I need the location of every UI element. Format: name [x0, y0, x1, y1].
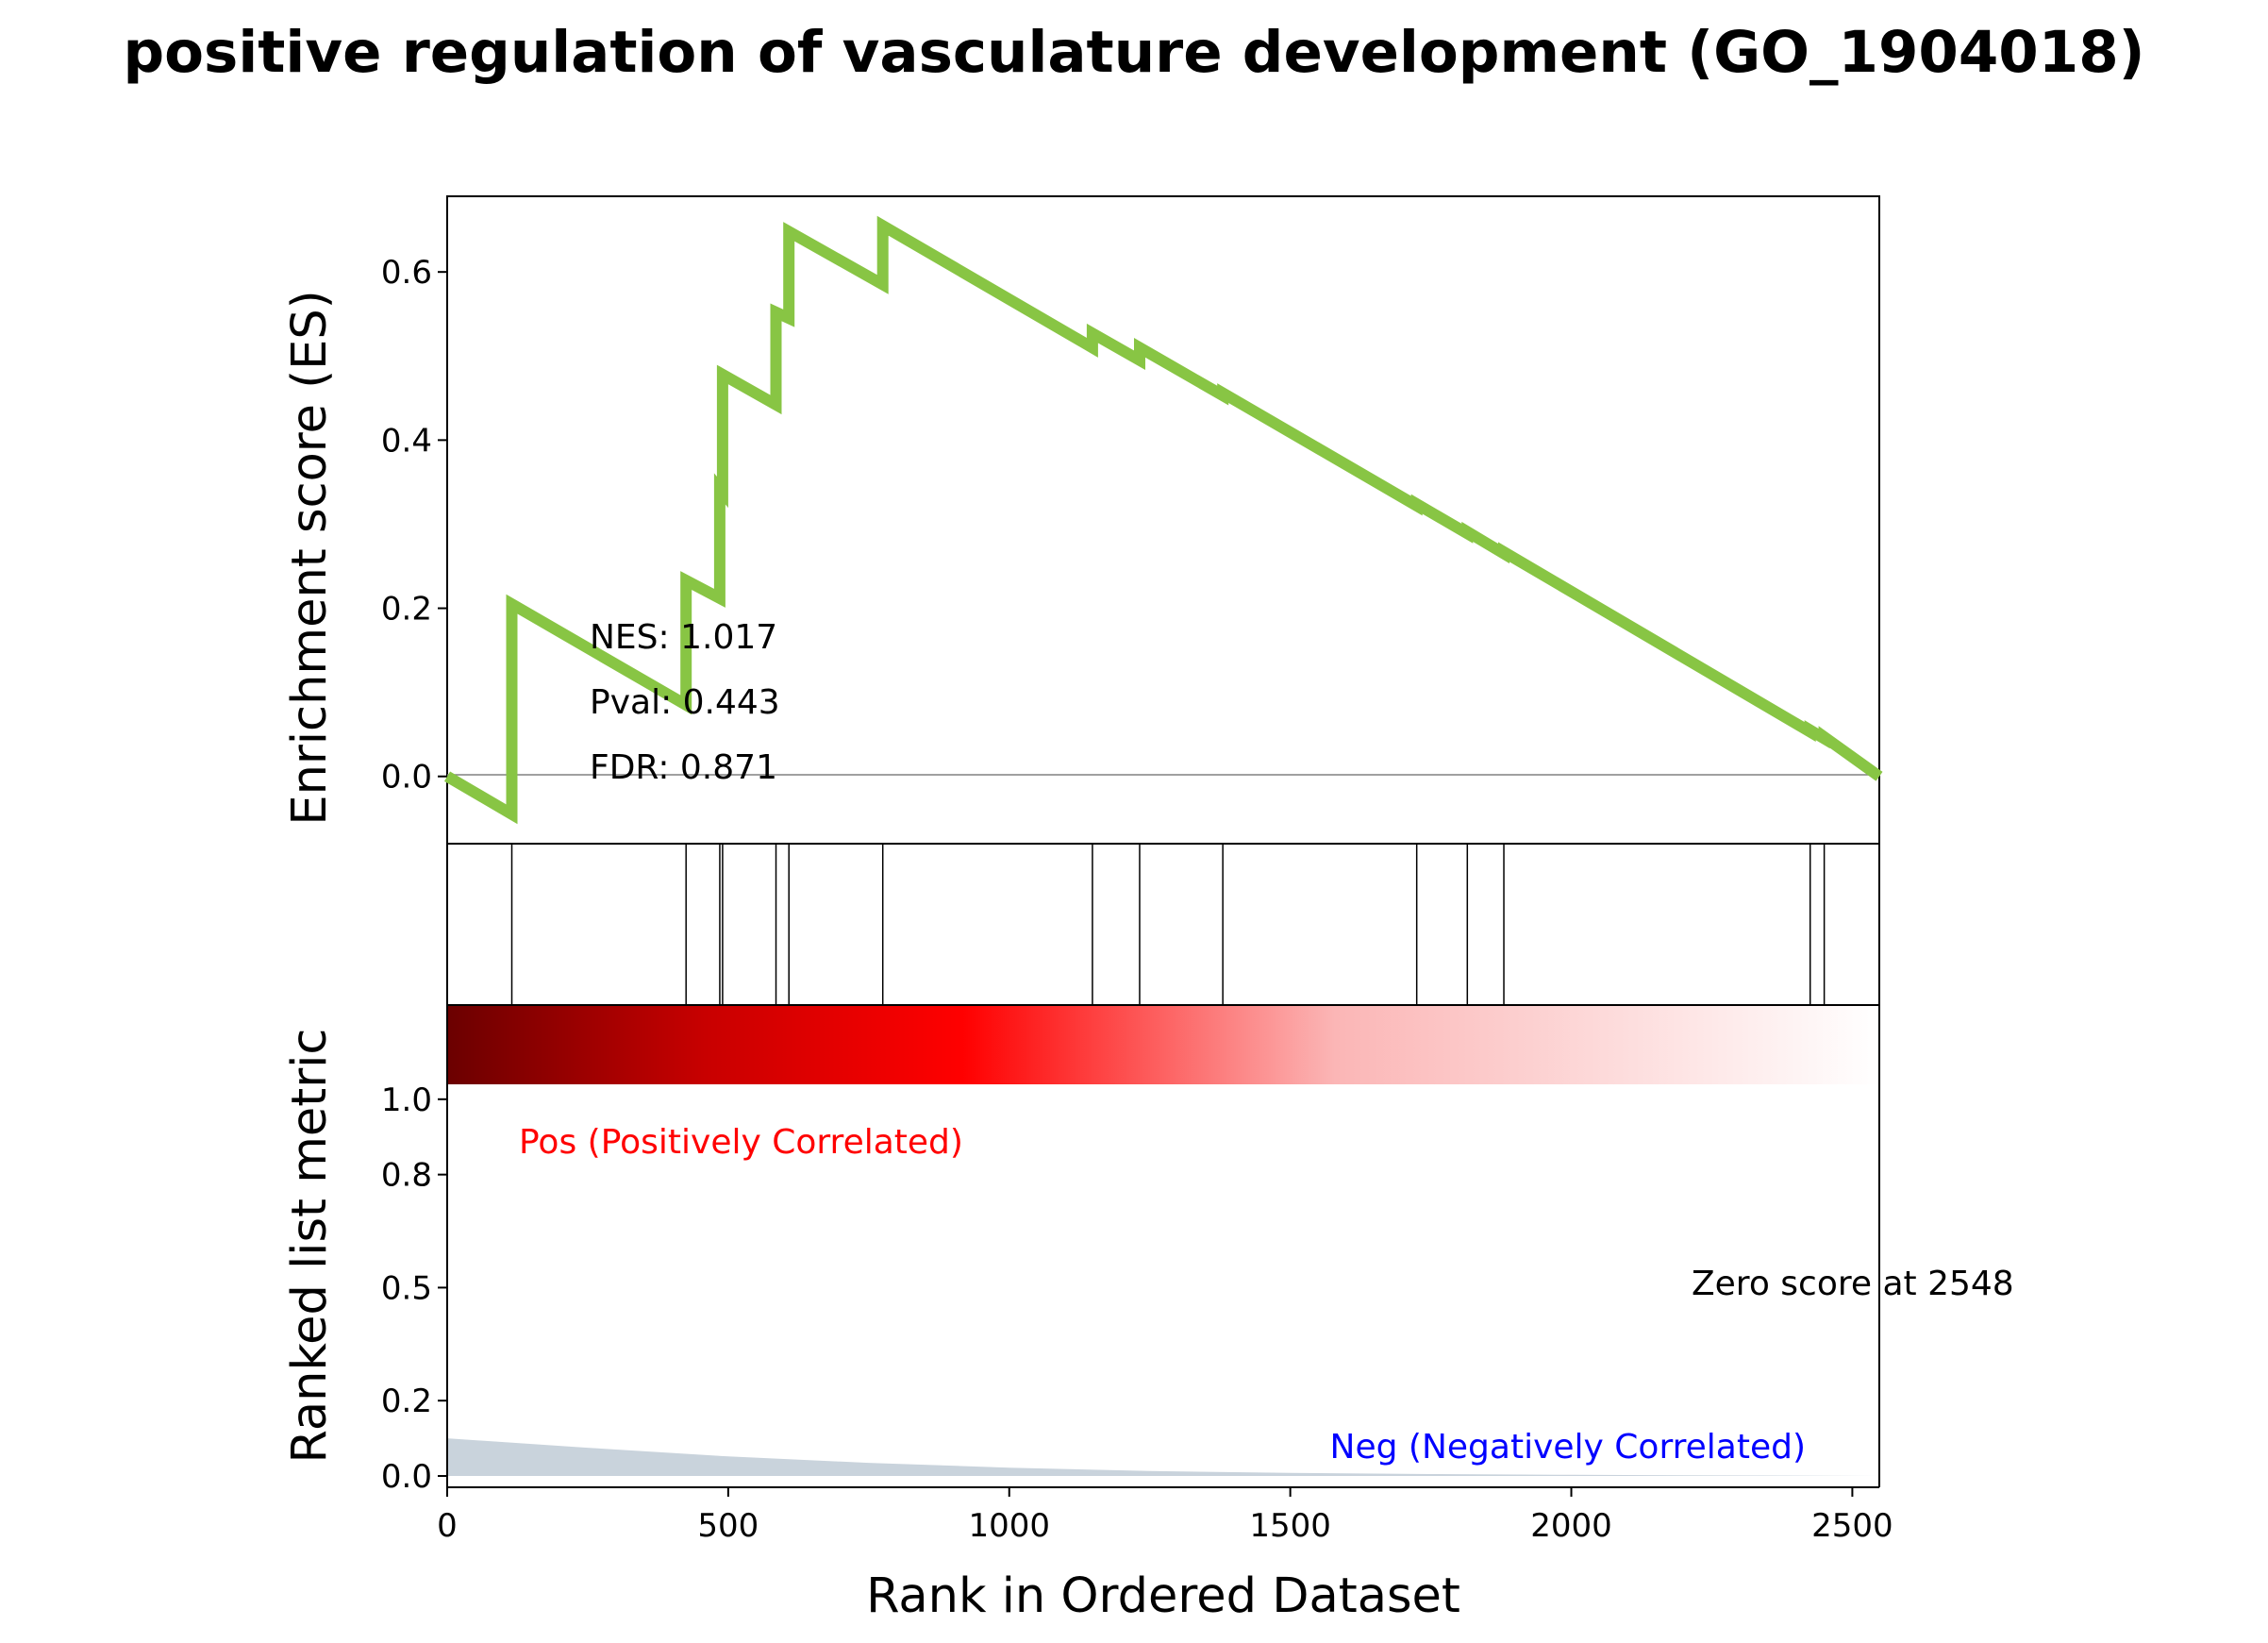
metric-tick-label: 0.5	[381, 1269, 432, 1307]
fdr-label: FDR: 0.871	[590, 748, 777, 787]
metric-panel: 0.0 0.2 0.5 0.8 1.0 0 500 1000 1500 2000 2500 Pos…	[282, 1004, 2014, 1624]
zero-score-label: Zero score at 2548	[1692, 1265, 2014, 1303]
es-tick-label: 0.2	[381, 591, 432, 629]
hits-panel-frame	[446, 843, 1880, 1006]
metric-tick-label: 0.8	[381, 1157, 432, 1195]
nes-label: NES: 1.017	[590, 618, 777, 657]
hit-line-group	[510, 844, 1826, 1005]
hits-panel	[446, 843, 1880, 1006]
es-panel: 0.0 0.2 0.4 0.6 NES: 1.017 Pval: 0.443 FDR:…	[282, 195, 1883, 845]
pval-label: Pval: 0.443	[590, 683, 780, 722]
x-tick-label: 2000	[1530, 1507, 1612, 1545]
es-axis-label: Enrichment score (ES)	[282, 290, 338, 825]
es-curve	[443, 215, 1883, 825]
x-axis-label: Rank in Ordered Dataset	[866, 1568, 1460, 1624]
x-tick-label: 2500	[1811, 1507, 1893, 1545]
es-panel-frame	[446, 195, 1880, 845]
metric-tick-label: 0.2	[381, 1383, 432, 1420]
metric-axis-label: Ranked list metric	[282, 1029, 338, 1464]
x-tick-label: 500	[697, 1507, 759, 1545]
chart-title: positive regulation of vasculature devel…	[123, 19, 2144, 86]
metric-tick-label: 0.0	[381, 1458, 432, 1496]
es-tick-label: 0.4	[381, 422, 432, 460]
neg-correlated-label: Neg (Negatively Correlated)	[1330, 1428, 1806, 1467]
ranked-metric-area	[447, 1438, 1879, 1477]
es-tick-label: 0.0	[381, 759, 432, 796]
x-tick-group: 0 500 1000 1500 2000 2500	[437, 1487, 1893, 1545]
es-tick-group: 0.0 0.2 0.4 0.6	[381, 254, 447, 796]
metric-tick-label: 1.0	[381, 1081, 432, 1119]
x-tick-label: 1000	[968, 1507, 1050, 1545]
rank-heatmap-bar	[447, 1005, 1879, 1084]
metric-tick-group: 0.0 0.2 0.5 0.8 1.0	[381, 1081, 447, 1496]
pos-correlated-label: Pos (Positively Correlated)	[519, 1123, 963, 1162]
es-tick-label: 0.6	[381, 254, 432, 292]
x-tick-label: 0	[437, 1507, 458, 1545]
x-tick-label: 1500	[1249, 1507, 1331, 1545]
